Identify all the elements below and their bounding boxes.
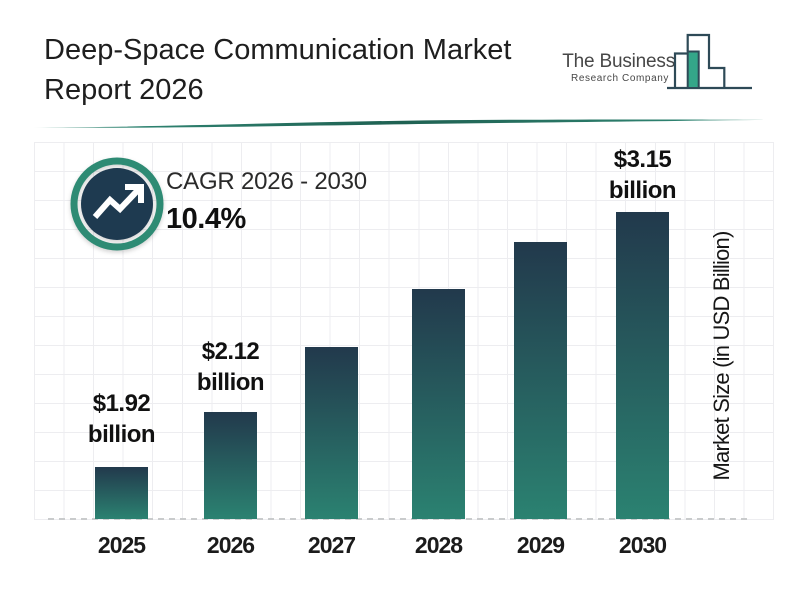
x-tick-2028: 2028 — [414, 532, 463, 558]
x-tick-2026: 2026 — [206, 532, 255, 558]
bar-2027 — [305, 347, 358, 519]
logo-company-name: The Business — [562, 51, 675, 72]
cagr-value: 10.4% — [166, 203, 246, 235]
page-title-line1: Deep-Space Communication Market — [44, 34, 512, 66]
bar-2028 — [412, 289, 465, 519]
divider-swoosh — [32, 119, 764, 128]
bar-2026 — [204, 412, 257, 519]
value-label-2030: $3.15 billion — [608, 146, 677, 204]
x-axis-baseline — [48, 518, 748, 520]
value-label-2025: $1.92 billion — [87, 390, 156, 448]
cagr-block: CAGR 2026 - 2030 10.4% — [166, 168, 367, 236]
bar-2025 — [95, 467, 148, 519]
x-tick-2027: 2027 — [307, 532, 356, 558]
value-label-2026: $2.12 billion — [196, 338, 265, 396]
trending-up-icon — [70, 157, 164, 251]
x-tick-2030: 2030 — [618, 532, 667, 558]
page-title-line2: Report 2026 — [44, 74, 204, 106]
logo-bar-chart-icon — [667, 33, 752, 90]
x-tick-2025: 2025 — [97, 532, 146, 558]
logo-text: The Business Research Company — [500, 51, 675, 85]
bar-2030 — [616, 212, 669, 519]
cagr-label: CAGR 2026 - 2030 — [166, 168, 367, 195]
logo-company-subtitle: Research Company — [571, 73, 669, 84]
bar-2029 — [514, 242, 567, 519]
page-title: Deep-Space Communication Market Report 2… — [44, 30, 511, 110]
x-tick-2029: 2029 — [516, 532, 565, 558]
y-axis-label: Market Size (in USD Billion) — [709, 231, 734, 481]
